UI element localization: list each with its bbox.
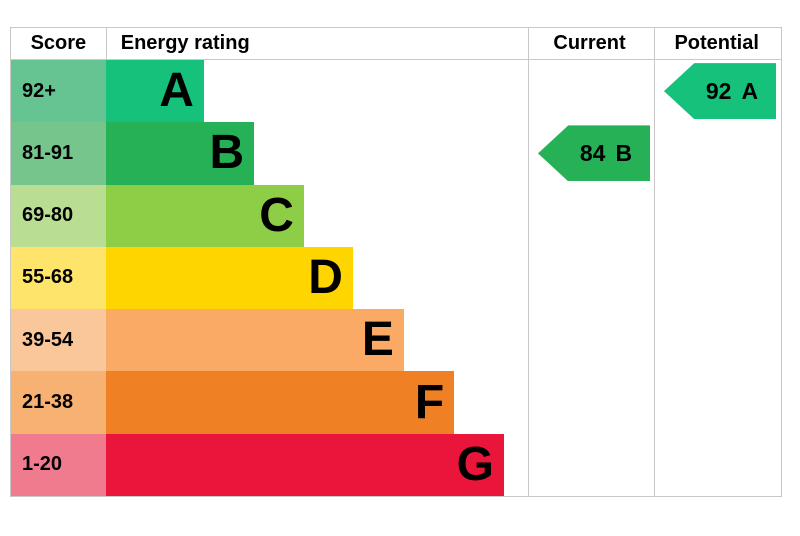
band-letter: C — [259, 188, 294, 242]
band-bar: E — [106, 309, 404, 372]
band-row: 92+ A — [11, 60, 528, 123]
band-letter: G — [456, 437, 494, 491]
score-range-cell: 92+ — [11, 60, 106, 123]
score-range-cell: 55-68 — [11, 246, 106, 310]
band-row: 69-80 C — [11, 184, 528, 247]
energy-rating-column-header: Energy rating — [105, 28, 527, 59]
band-bar: C — [106, 184, 304, 247]
chart-header-row: Score Energy rating Current Potential — [11, 28, 781, 60]
current-column-header: Current — [553, 32, 626, 54]
potential-score-value: 92 — [705, 77, 732, 104]
band-row: 55-68 D — [11, 246, 528, 310]
energy-rating-cell: E — [106, 309, 528, 372]
score-range-cell: 69-80 — [11, 184, 106, 247]
band-bar: B — [106, 122, 255, 185]
score-column-header: Score — [30, 32, 87, 54]
potential-column: 92 A — [654, 28, 783, 496]
band-letter: F — [414, 375, 445, 429]
energy-rating-cell: D — [106, 246, 528, 310]
band-row: 81-91 B — [11, 122, 528, 185]
band-bar: G — [106, 433, 504, 496]
potential-rating-arrow: 92 A — [664, 63, 776, 120]
band-bar: F — [106, 371, 455, 434]
score-range-cell: 21-38 — [11, 371, 106, 434]
current-band-letter: B — [615, 139, 633, 166]
score-range-cell: 1-20 — [11, 433, 106, 496]
score-range-cell: 39-54 — [11, 309, 106, 372]
epc-rating-chart: Score Energy rating Current Potential 92… — [10, 27, 782, 497]
band-letter: E — [361, 313, 394, 367]
band-bar: A — [106, 60, 204, 123]
score-range-cell: 81-91 — [11, 122, 106, 185]
band-letter: B — [209, 126, 245, 180]
band-letter: A — [159, 64, 194, 118]
current-column: 84 B — [528, 28, 654, 496]
band-row: 39-54 E — [11, 309, 528, 372]
energy-rating-cell: A — [106, 60, 528, 123]
band-row: 1-20 G — [11, 433, 528, 496]
potential-column-header: Potential — [674, 32, 759, 54]
energy-rating-cell: G — [106, 433, 528, 496]
energy-rating-cell: C — [106, 184, 528, 247]
potential-band-letter: A — [741, 77, 759, 104]
band-rows-container: 92+ A 81-91 B 69-80 C 55-68 D — [11, 60, 528, 496]
current-score-value: 84 — [579, 139, 606, 166]
energy-rating-cell: B — [106, 122, 528, 185]
band-bar: D — [106, 246, 353, 310]
band-letter: D — [308, 250, 343, 304]
band-row: 21-38 F — [11, 371, 528, 434]
current-rating-arrow: 84 B — [538, 125, 650, 182]
energy-rating-cell: F — [106, 371, 528, 434]
